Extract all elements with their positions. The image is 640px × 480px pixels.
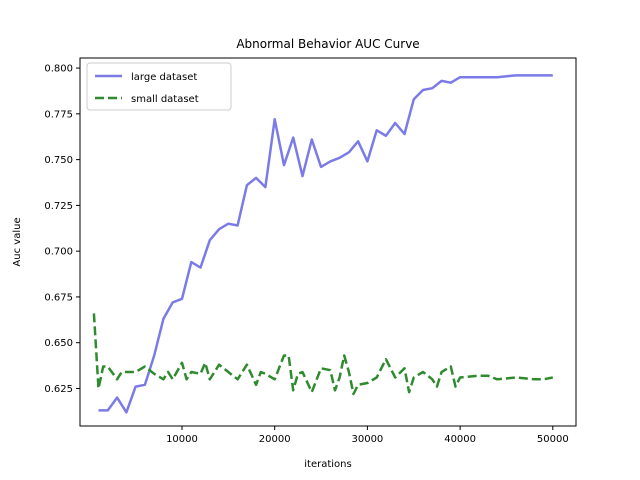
y-axis-ticks: 0.625 0.650 0.675 0.700 0.725 0.750 0.775 0.800 xyxy=(44,64,80,395)
y-tick-label: 0.675 xyxy=(44,292,73,303)
x-axis-label: iterations xyxy=(304,459,351,470)
x-tick-label: 50000 xyxy=(537,434,569,445)
x-tick-label: 30000 xyxy=(351,434,383,445)
y-tick-label: 0.775 xyxy=(44,109,73,120)
x-tick-label: 10000 xyxy=(166,434,198,445)
x-tick-label: 20000 xyxy=(259,434,291,445)
x-tick-label: 40000 xyxy=(444,434,476,445)
series-line-small-dataset xyxy=(92,313,554,396)
y-tick-label: 0.750 xyxy=(44,155,73,166)
axes-frame xyxy=(79,57,577,427)
legend-box xyxy=(86,62,232,111)
legend-label-small-dataset: small dataset xyxy=(131,94,199,105)
legend: large dataset small dataset xyxy=(86,62,232,111)
y-tick-label: 0.725 xyxy=(44,201,73,212)
x-axis-ticks: 10000 20000 30000 40000 50000 xyxy=(166,426,569,445)
series-line-large-dataset xyxy=(98,74,553,414)
y-tick-label: 0.650 xyxy=(44,338,73,349)
y-tick-label: 0.625 xyxy=(44,384,73,395)
chart-title: Abnormal Behavior AUC Curve xyxy=(236,37,419,51)
y-tick-label: 0.800 xyxy=(44,64,73,75)
y-axis-label: Auc value xyxy=(12,217,23,266)
series-lines xyxy=(92,74,554,414)
y-tick-label: 0.700 xyxy=(44,247,73,258)
legend-label-large-dataset: large dataset xyxy=(131,72,197,83)
